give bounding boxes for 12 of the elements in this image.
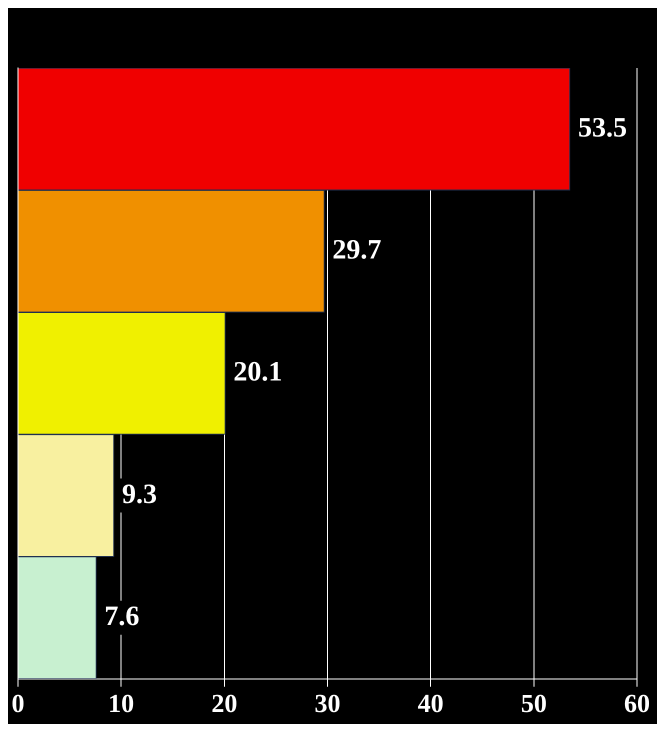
x-tick-label: 40 — [418, 689, 444, 718]
x-tick-label: 0 — [12, 689, 24, 718]
data-label: 9.3 — [122, 478, 157, 510]
x-tick-label: 50 — [520, 689, 547, 718]
data-label: 20.1 — [233, 356, 282, 388]
x-tick-label: 30 — [314, 689, 340, 718]
data-label: 29.7 — [332, 234, 382, 266]
x-tick-label: 10 — [108, 689, 134, 718]
data-label: 7.6 — [104, 600, 140, 632]
x-tick-label: 20 — [211, 689, 238, 718]
x-tick-label: 60 — [624, 689, 650, 718]
data-label: 53.5 — [578, 112, 627, 144]
